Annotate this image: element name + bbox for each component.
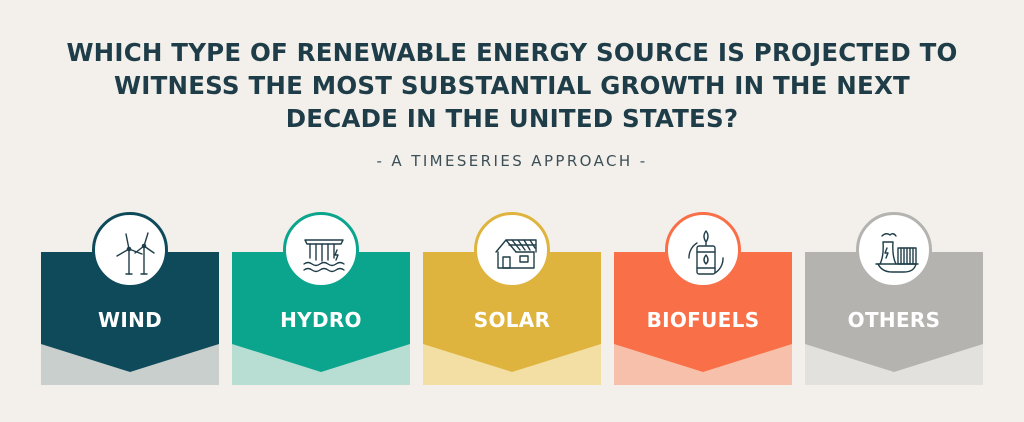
title-line-2: WITNESS THE MOST SUBSTANTIAL GROWTH IN T…	[114, 71, 910, 100]
category-label-others: OTHERS	[847, 308, 941, 332]
icon-circle	[665, 212, 741, 288]
category-card-biofuels: BIOFUELS	[614, 200, 792, 385]
category-label-wind: WIND	[97, 308, 163, 332]
solar-house-icon	[495, 239, 537, 269]
category-label-biofuels: BIOFUELS	[646, 308, 760, 332]
category-card-others: OTHERS	[805, 200, 983, 385]
category-label-hydro: HYDRO	[280, 308, 362, 332]
hydro-dam-icon	[303, 239, 345, 273]
subtitle: - A TIMESERIES APPROACH -	[376, 152, 648, 170]
icon-circle	[856, 212, 932, 288]
power-plant-icon	[875, 233, 919, 273]
category-card-wind: WIND	[41, 200, 219, 385]
icon-circle	[474, 212, 550, 288]
biofuel-barrel-icon	[688, 230, 724, 275]
icon-circle	[283, 212, 359, 288]
category-card-hydro: HYDRO	[232, 200, 410, 385]
category-label-solar: SOLAR	[473, 308, 551, 332]
icon-circle	[92, 212, 168, 288]
title-line-1: WHICH TYPE OF RENEWABLE ENERGY SOURCE IS…	[66, 38, 958, 67]
page-title: WHICH TYPE OF RENEWABLE ENERGY SOURCE IS…	[0, 36, 1024, 135]
category-card-solar: SOLAR	[423, 200, 601, 385]
title-line-3: DECADE IN THE UNITED STATES?	[285, 104, 739, 133]
wind-turbine-icon	[116, 232, 155, 275]
